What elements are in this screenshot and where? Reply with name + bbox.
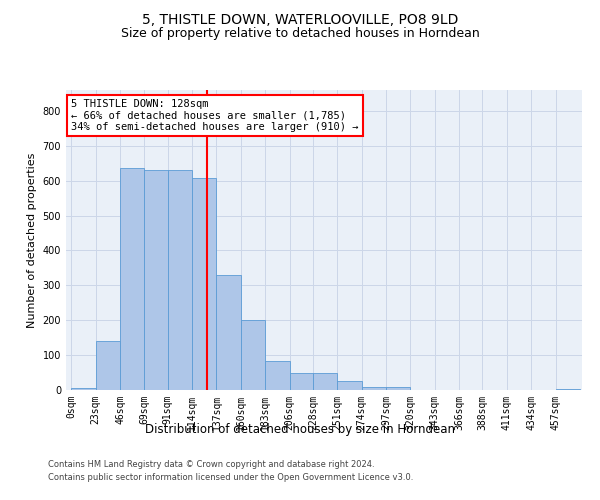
Bar — [217, 275, 241, 390]
Bar — [386, 386, 410, 390]
Bar — [95, 341, 120, 390]
Bar — [145, 170, 168, 390]
Y-axis label: Number of detached properties: Number of detached properties — [27, 152, 37, 328]
Bar — [120, 168, 145, 390]
Bar — [313, 374, 337, 390]
Text: 5 THISTLE DOWN: 128sqm
← 66% of detached houses are smaller (1,785)
34% of semi-: 5 THISTLE DOWN: 128sqm ← 66% of detached… — [71, 99, 359, 132]
Text: Contains HM Land Registry data © Crown copyright and database right 2024.: Contains HM Land Registry data © Crown c… — [48, 460, 374, 469]
Bar — [168, 170, 192, 390]
Text: Size of property relative to detached houses in Horndean: Size of property relative to detached ho… — [121, 28, 479, 40]
Bar — [337, 380, 362, 390]
Bar — [192, 178, 217, 390]
Text: Distribution of detached houses by size in Horndean: Distribution of detached houses by size … — [145, 422, 455, 436]
Bar — [290, 374, 313, 390]
Bar — [556, 389, 580, 390]
Bar — [362, 386, 386, 390]
Text: Contains public sector information licensed under the Open Government Licence v3: Contains public sector information licen… — [48, 472, 413, 482]
Bar — [71, 388, 95, 390]
Bar — [241, 320, 265, 390]
Bar — [265, 361, 290, 390]
Text: 5, THISTLE DOWN, WATERLOOVILLE, PO8 9LD: 5, THISTLE DOWN, WATERLOOVILLE, PO8 9LD — [142, 12, 458, 26]
